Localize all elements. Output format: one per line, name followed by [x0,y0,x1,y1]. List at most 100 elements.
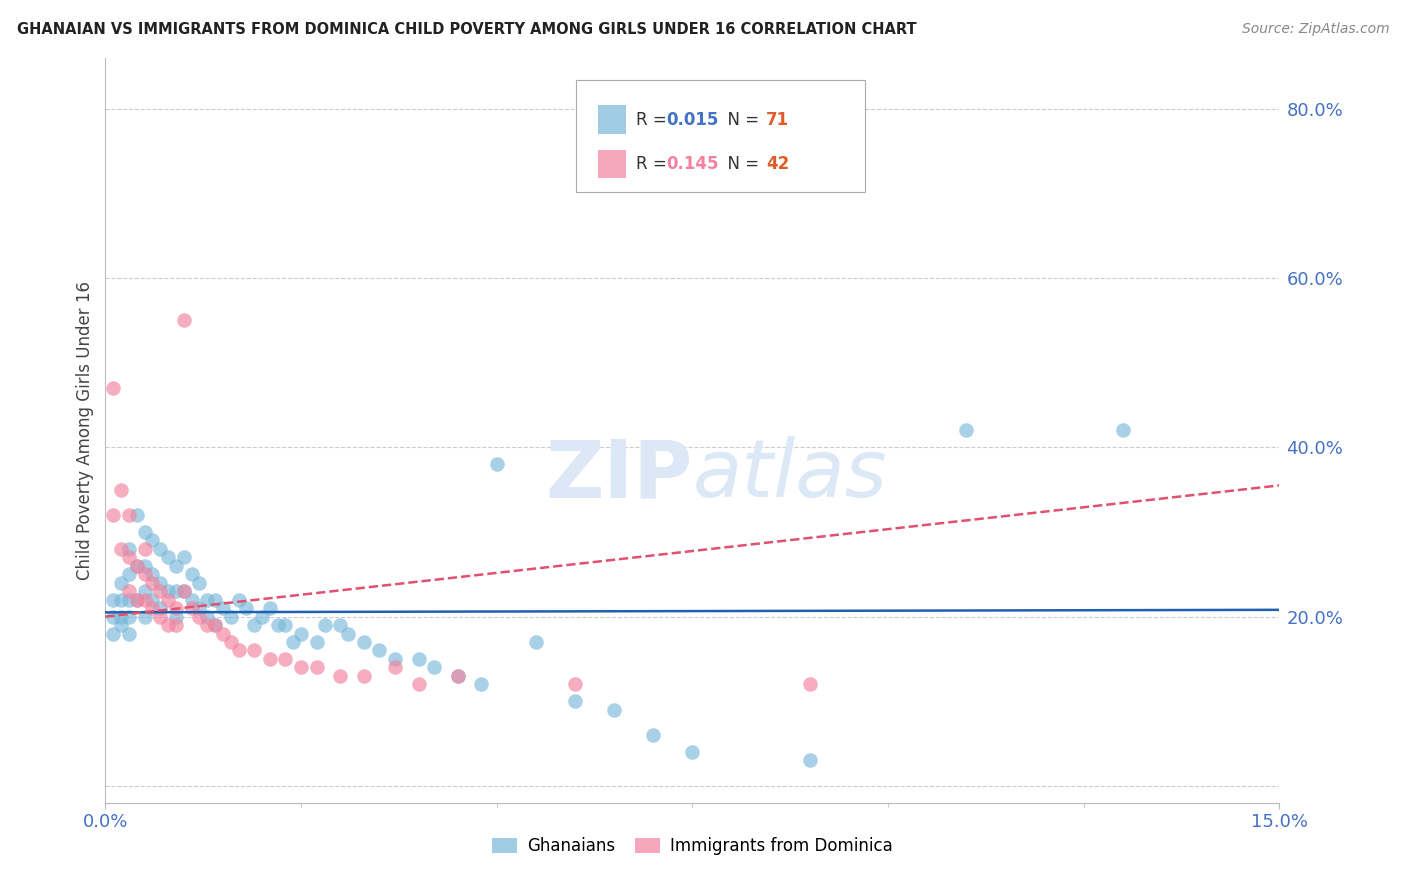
Point [955,423,977,437]
Point [118,584,141,599]
Point [134,584,156,599]
Point [799,754,821,768]
Point [219,635,242,649]
Point [141,533,163,548]
Point [149,601,172,615]
Point [141,567,163,582]
Point [118,609,141,624]
Point [165,609,187,624]
Point [204,618,226,632]
Point [134,541,156,556]
Legend: Ghanaians, Immigrants from Dominica: Ghanaians, Immigrants from Dominica [485,830,900,862]
Point [118,550,141,565]
Point [423,660,446,674]
Point [524,635,547,649]
Point [682,745,704,759]
Point [141,592,163,607]
Point [447,669,470,683]
Point [337,626,360,640]
Point [564,694,586,708]
Point [314,618,336,632]
Point [408,677,430,691]
Point [165,558,187,573]
Point [118,592,141,607]
Point [180,601,202,615]
Point [134,609,156,624]
Point [157,584,180,599]
Point [305,660,328,674]
Point [173,550,195,565]
Point [305,635,328,649]
Point [118,567,141,582]
Point [682,169,704,184]
Point [173,584,195,599]
Point [110,618,132,632]
Point [110,609,132,624]
Point [219,609,242,624]
Point [165,618,187,632]
Point [110,575,132,590]
Point [204,592,226,607]
Point [141,601,163,615]
Point [250,609,273,624]
Point [149,584,172,599]
Point [274,618,297,632]
Point [118,508,141,522]
Point [211,601,233,615]
Point [125,592,148,607]
Point [564,677,586,691]
Point [643,728,665,742]
Text: atlas: atlas [693,436,887,514]
Point [243,643,266,657]
Point [103,381,125,395]
Point [368,643,391,657]
Point [157,618,180,632]
Point [141,575,163,590]
Text: 0.145: 0.145 [666,155,718,173]
Text: N =: N = [717,111,765,128]
Text: 71: 71 [766,111,789,128]
Point [110,592,132,607]
Point [384,652,406,666]
Point [188,601,211,615]
Point [408,652,430,666]
Point [195,609,218,624]
Point [125,558,148,573]
Text: Source: ZipAtlas.com: Source: ZipAtlas.com [1241,22,1389,37]
Text: 42: 42 [766,155,790,173]
Point [134,524,156,539]
Point [173,584,195,599]
Point [290,660,312,674]
Text: 0.015: 0.015 [666,111,718,128]
Point [228,592,250,607]
Point [103,609,125,624]
Text: R =: R = [636,111,672,128]
Point [125,558,148,573]
Point [603,703,626,717]
Point [204,618,226,632]
Point [180,592,202,607]
Point [447,669,470,683]
Y-axis label: Child Poverty Among Girls Under 16: Child Poverty Among Girls Under 16 [76,281,94,580]
Point [188,609,211,624]
Point [149,575,172,590]
Point [103,592,125,607]
Point [134,567,156,582]
Point [195,592,218,607]
Point [134,558,156,573]
Point [259,601,281,615]
Point [211,626,233,640]
Point [180,567,202,582]
Point [157,592,180,607]
Point [103,508,125,522]
Point [283,635,305,649]
Point [125,508,148,522]
Point [235,601,257,615]
Point [228,643,250,657]
Point [290,626,312,640]
Point [118,541,141,556]
Point [165,584,187,599]
Text: N =: N = [717,155,765,173]
Point [110,483,132,497]
Point [188,575,211,590]
